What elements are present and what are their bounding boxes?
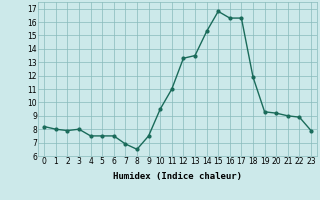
X-axis label: Humidex (Indice chaleur): Humidex (Indice chaleur) (113, 172, 242, 181)
